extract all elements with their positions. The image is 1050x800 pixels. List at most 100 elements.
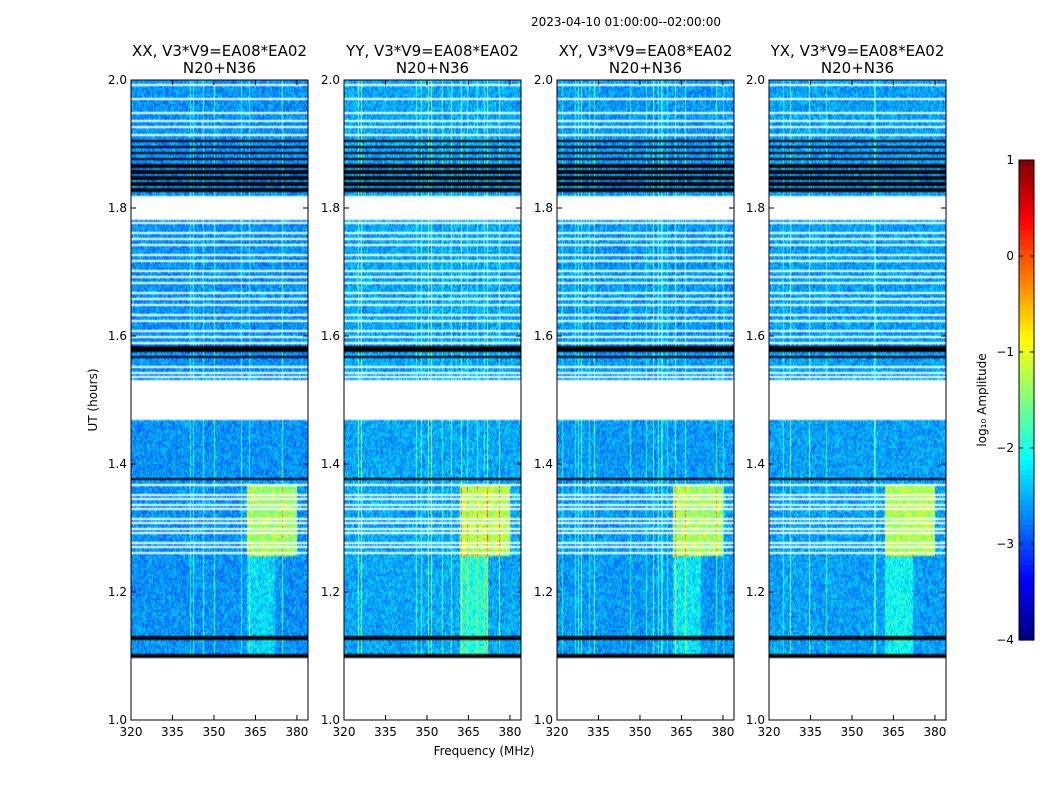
- y-axis-label: UT (hours): [86, 368, 100, 431]
- x-tick-label: 365: [457, 725, 480, 739]
- x-tick-label: 335: [799, 725, 822, 739]
- heatmap-image: [769, 80, 946, 720]
- colorbar-segment: [1019, 275, 1034, 281]
- colorbar: −4 −3 −2 −1 0 1: [996, 153, 1035, 647]
- colorbar-segment: [1019, 605, 1034, 611]
- colorbar-segment: [1019, 535, 1034, 541]
- colorbar-segment: [1019, 620, 1034, 626]
- colorbar-segment: [1019, 530, 1034, 536]
- x-tick-label: 320: [333, 725, 356, 739]
- panel-title: YY, V3*V9=EA08*EA02: [345, 42, 519, 60]
- panel-subtitle: N20+N36: [821, 59, 894, 77]
- colorbar-segment: [1019, 595, 1034, 601]
- colorbar-segment: [1019, 635, 1034, 641]
- colorbar-segment: [1019, 425, 1034, 431]
- colorbar-segment: [1019, 340, 1034, 346]
- y-tick-label: 1.2: [321, 585, 340, 599]
- y-tick-label: 1.6: [321, 329, 340, 343]
- colorbar-segment: [1019, 375, 1034, 381]
- colorbar-segment: [1019, 600, 1034, 606]
- heatmap-image: [344, 80, 521, 720]
- colorbar-segment: [1019, 465, 1034, 471]
- colorbar-segment: [1019, 230, 1034, 236]
- colorbar-segment: [1019, 455, 1034, 461]
- colorbar-frame: [1018, 159, 1035, 641]
- colorbar-segment: [1019, 320, 1034, 326]
- colorbar-segment: [1019, 250, 1034, 256]
- colorbar-segment: [1019, 400, 1034, 406]
- colorbar-segment: [1019, 590, 1034, 596]
- colorbar-tick-label: −3: [996, 537, 1014, 551]
- colorbar-segment: [1019, 280, 1034, 286]
- colorbar-segment: [1019, 445, 1034, 451]
- y-tick-label: 2.0: [534, 73, 553, 87]
- colorbar-segment: [1019, 220, 1034, 226]
- colorbar-segment: [1019, 190, 1034, 196]
- y-tick-label: 1.2: [534, 585, 553, 599]
- x-tick-label: 350: [629, 725, 652, 739]
- x-tick-label: 380: [285, 725, 308, 739]
- colorbar-segment: [1019, 570, 1034, 576]
- x-axis-label: Frequency (MHz): [434, 744, 535, 758]
- figure-title: 2023-04-10 01:00:00--02:00:00: [531, 15, 721, 29]
- x-tick-label: 350: [841, 725, 864, 739]
- colorbar-segment: [1019, 615, 1034, 621]
- x-tick-label: 350: [203, 725, 226, 739]
- colorbar-segment: [1019, 520, 1034, 526]
- y-tick-label: 1.6: [108, 329, 127, 343]
- colorbar-segment: [1019, 410, 1034, 416]
- y-tick-label: 1.0: [108, 713, 127, 727]
- colorbar-segment: [1019, 355, 1034, 361]
- x-tick-label: 335: [587, 725, 610, 739]
- colorbar-segment: [1019, 350, 1034, 356]
- colorbar-segment: [1019, 580, 1034, 586]
- y-tick-label: 1.6: [746, 329, 765, 343]
- y-tick-label: 2.0: [108, 73, 127, 87]
- colorbar-segment: [1019, 285, 1034, 291]
- colorbar-segment: [1019, 575, 1034, 581]
- y-tick-label: 1.8: [746, 201, 765, 215]
- colorbar-tick-label: 0: [1006, 249, 1014, 263]
- y-tick-label: 1.4: [534, 457, 553, 471]
- y-tick-label: 1.0: [321, 713, 340, 727]
- colorbar-segment: [1019, 380, 1034, 386]
- colorbar-segment: [1019, 325, 1034, 331]
- x-tick-label: 335: [161, 725, 184, 739]
- y-tick-label: 1.8: [321, 201, 340, 215]
- colorbar-segment: [1019, 305, 1034, 311]
- colorbar-segment: [1019, 360, 1034, 366]
- colorbar-segment: [1019, 435, 1034, 441]
- x-tick-label: 380: [711, 725, 734, 739]
- y-tick-label: 1.2: [746, 585, 765, 599]
- panel-subtitle: N20+N36: [396, 59, 469, 77]
- colorbar-segment: [1019, 310, 1034, 316]
- colorbar-segment: [1019, 395, 1034, 401]
- colorbar-segment: [1019, 160, 1034, 166]
- colorbar-segment: [1019, 270, 1034, 276]
- x-tick-label: 365: [670, 725, 693, 739]
- colorbar-segment: [1019, 315, 1034, 321]
- y-tick-label: 1.8: [108, 201, 127, 215]
- colorbar-segment: [1019, 515, 1034, 521]
- y-tick-label: 2.0: [321, 73, 340, 87]
- y-tick-label: 1.0: [534, 713, 553, 727]
- colorbar-segment: [1019, 540, 1034, 546]
- colorbar-segment: [1019, 545, 1034, 551]
- colorbar-segment: [1019, 495, 1034, 501]
- x-tick-label: 365: [244, 725, 267, 739]
- colorbar-segment: [1019, 405, 1034, 411]
- x-tick-label: 320: [758, 725, 781, 739]
- panel-frame: [556, 79, 735, 721]
- colorbar-tick-label: −4: [996, 633, 1014, 647]
- colorbar-tick-label: 1: [1006, 153, 1014, 167]
- colorbar-segment: [1019, 550, 1034, 556]
- colorbar-segment: [1019, 440, 1034, 446]
- x-tick-label: 335: [374, 725, 397, 739]
- panel-title: XY, V3*V9=EA08*EA02: [559, 42, 733, 60]
- colorbar-segment: [1019, 485, 1034, 491]
- panel-subtitle: N20+N36: [609, 59, 682, 77]
- colorbar-segment: [1019, 370, 1034, 376]
